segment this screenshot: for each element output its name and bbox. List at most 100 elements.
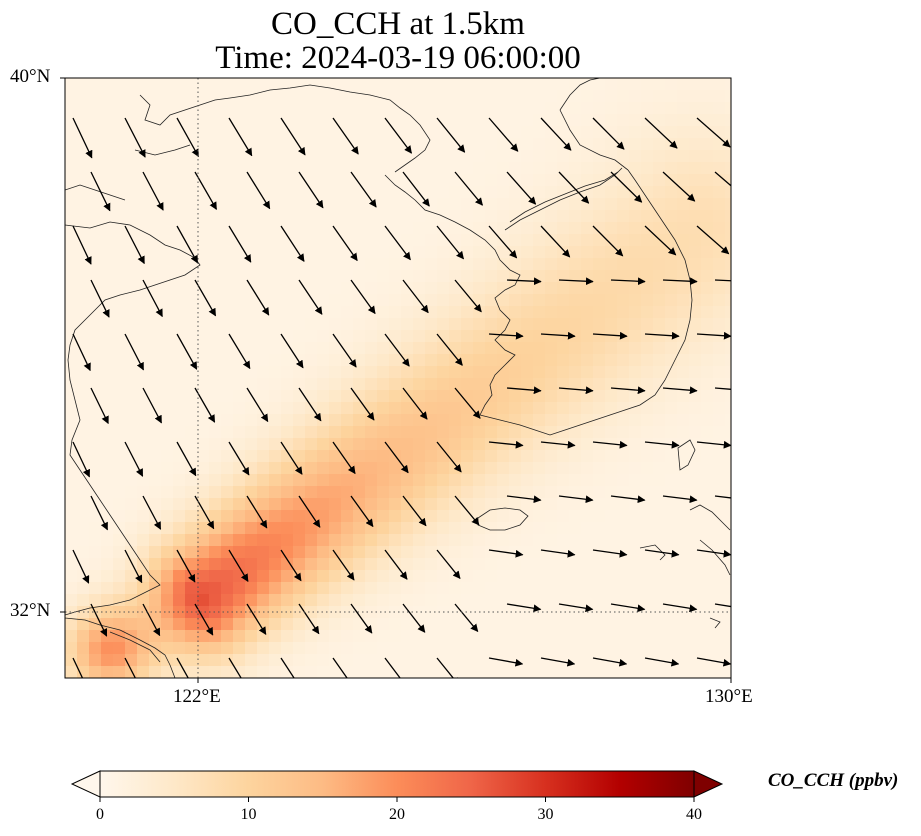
field-cell [365, 270, 378, 283]
field-cell [161, 402, 174, 415]
field-cell [245, 342, 258, 355]
field-cell [365, 258, 378, 271]
field-cell [137, 306, 150, 319]
field-cell [581, 78, 594, 91]
field-cell [149, 318, 162, 331]
field-cell [509, 366, 522, 379]
field-cell [389, 402, 402, 415]
field-cell [665, 342, 678, 355]
field-cell [677, 114, 690, 127]
field-cell [557, 330, 570, 343]
field-cell [245, 510, 258, 523]
field-cell [293, 114, 306, 127]
field-cell [341, 102, 354, 115]
field-cell [77, 282, 90, 295]
field-cell [413, 438, 426, 451]
field-cell [413, 390, 426, 403]
field-cell [581, 426, 594, 439]
field-cell [113, 114, 126, 127]
field-cell [329, 186, 342, 199]
field-cell [329, 234, 342, 247]
field-cell [341, 150, 354, 163]
field-cell [281, 270, 294, 283]
field-cell [413, 342, 426, 355]
field-cell [461, 342, 474, 355]
field-cell [413, 270, 426, 283]
field-cell [305, 150, 318, 163]
field-cell [113, 162, 126, 175]
field-cell [641, 486, 654, 499]
field-cell [509, 78, 522, 91]
field-cell [245, 306, 258, 319]
field-cell [689, 102, 702, 115]
field-cell [377, 438, 390, 451]
field-cell [149, 138, 162, 151]
field-cell [701, 90, 714, 103]
field-cell [713, 78, 726, 91]
field-cell [641, 354, 654, 367]
field-cell [425, 486, 438, 499]
field-cell [677, 258, 690, 271]
map-time-subtitle: Time: 2024-03-19 06:00:00 [215, 40, 581, 76]
field-cell [173, 426, 186, 439]
field-cell [629, 126, 642, 139]
field-cell [161, 174, 174, 187]
field-cell [281, 174, 294, 187]
field-cell [605, 246, 618, 259]
field-cell [353, 366, 366, 379]
field-cell [377, 318, 390, 331]
field-cell [377, 378, 390, 391]
field-cell [209, 450, 222, 463]
field-cell [65, 318, 78, 331]
field-cell [113, 102, 126, 115]
field-cell [257, 354, 270, 367]
field-cell [377, 306, 390, 319]
field-cell [173, 462, 186, 475]
field-cell [113, 90, 126, 103]
field-cell [185, 510, 198, 523]
field-cell [413, 234, 426, 247]
field-cell [185, 402, 198, 415]
field-cell [209, 174, 222, 187]
field-cell [401, 78, 414, 91]
field-cell [641, 318, 654, 331]
field-cell [185, 282, 198, 295]
colorbar-gradient [99, 770, 695, 798]
field-cell [329, 270, 342, 283]
field-cell [281, 126, 294, 139]
field-cell [185, 474, 198, 487]
field-cell [557, 342, 570, 355]
field-cell [305, 354, 318, 367]
field-cell [377, 210, 390, 223]
field-cell [521, 390, 534, 403]
field-cell [413, 90, 426, 103]
field-cell [413, 282, 426, 295]
field-cell [257, 294, 270, 307]
field-cell [161, 102, 174, 115]
field-cell [677, 342, 690, 355]
field-cell [101, 486, 114, 499]
field-cell [269, 114, 282, 127]
field-cell [257, 270, 270, 283]
field-cell [125, 78, 138, 91]
field-cell [269, 78, 282, 91]
field-cell [725, 342, 731, 355]
field-cell [569, 450, 582, 463]
field-cell [197, 474, 210, 487]
field-cell [461, 294, 474, 307]
field-cell [497, 330, 510, 343]
field-cell [653, 366, 666, 379]
field-cell [545, 354, 558, 367]
field-cell [173, 294, 186, 307]
field-cell [65, 294, 78, 307]
field-cell [701, 222, 714, 235]
field-cell [173, 402, 186, 415]
field-cell [653, 90, 666, 103]
field-cell [437, 486, 450, 499]
field-cell [389, 162, 402, 175]
field-cell [473, 330, 486, 343]
field-cell [701, 282, 714, 295]
field-cell [353, 162, 366, 175]
field-cell [569, 366, 582, 379]
field-cell [257, 126, 270, 139]
